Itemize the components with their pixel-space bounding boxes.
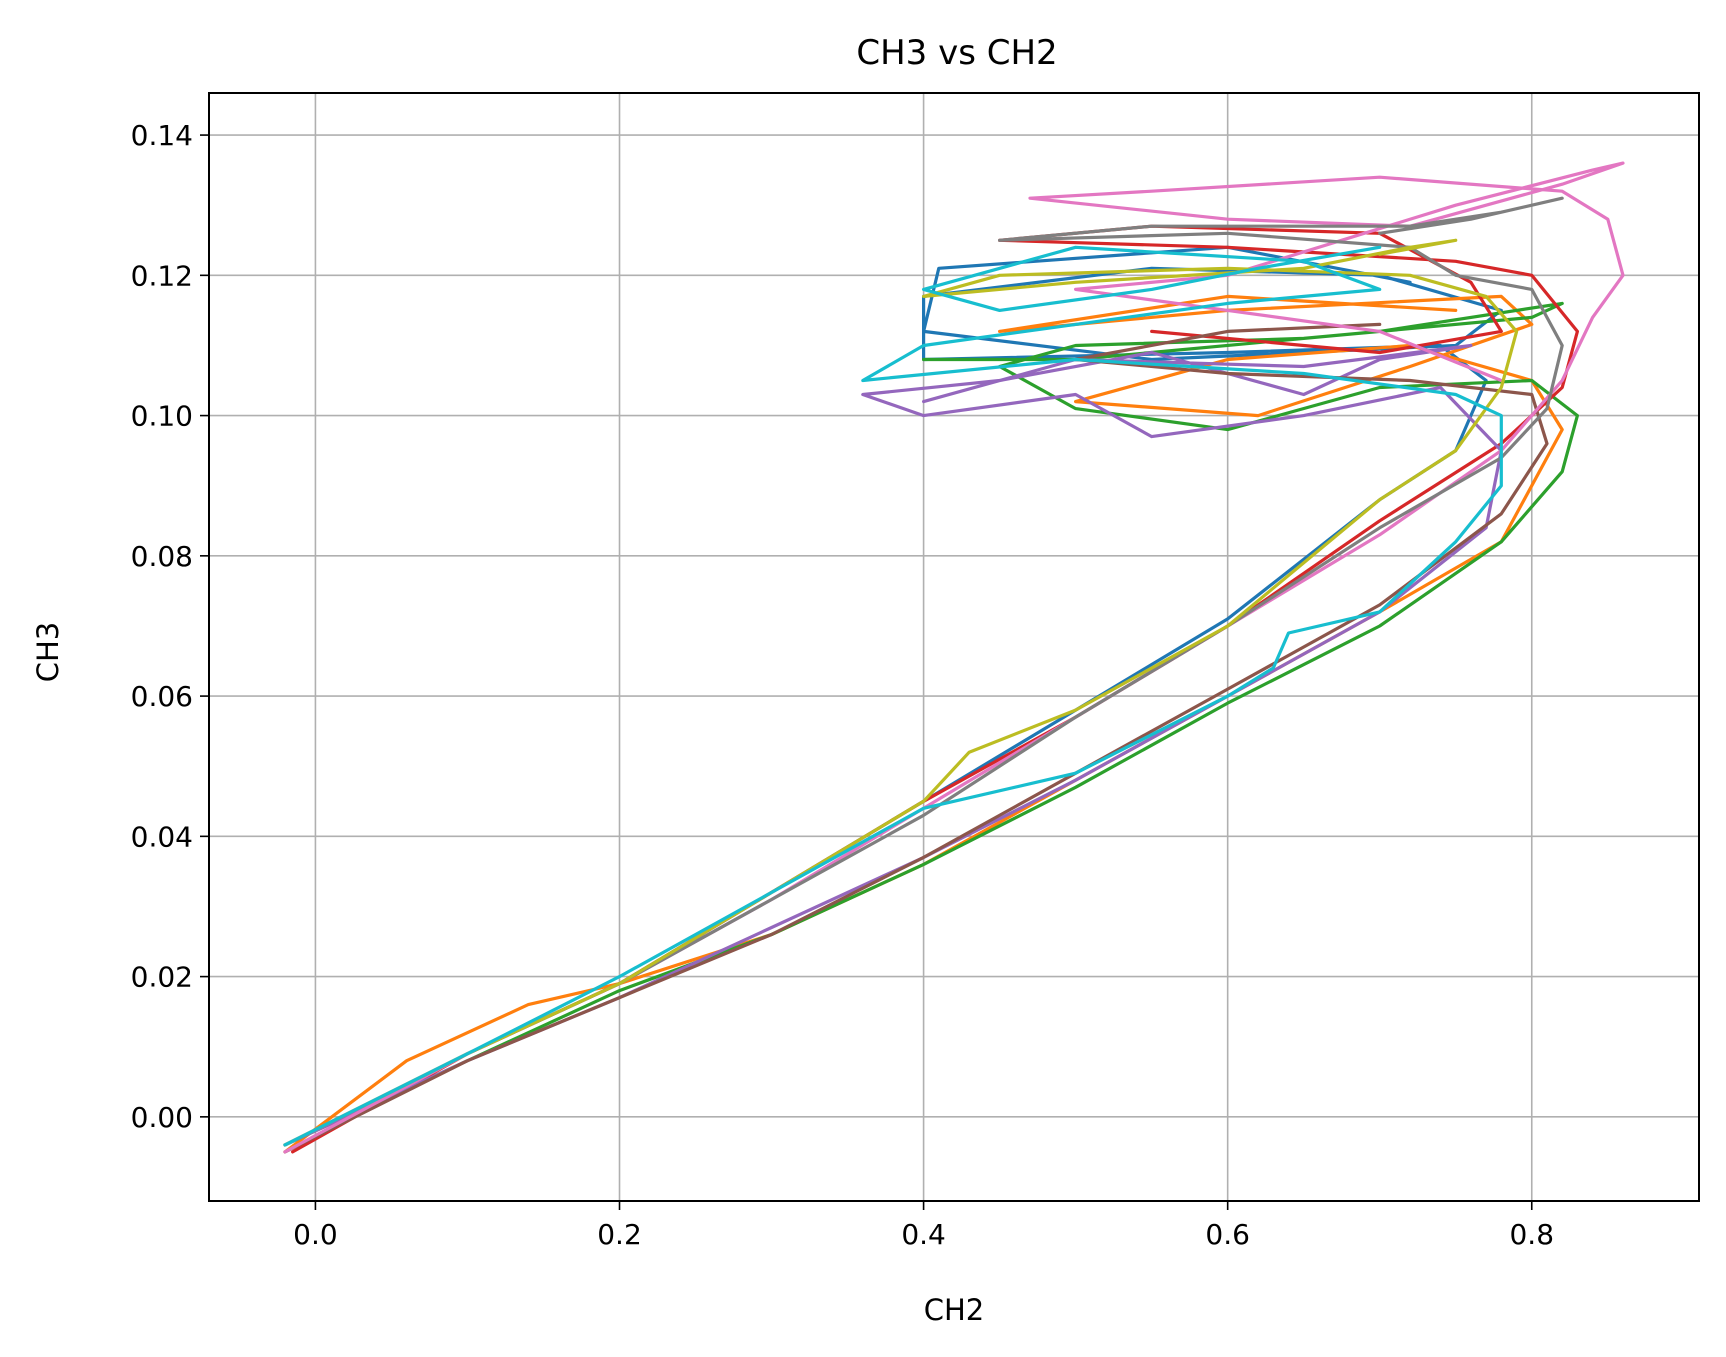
plot-frame (208, 92, 1700, 1202)
y-tick-label: 0.06 (131, 680, 193, 713)
x-axis-label: CH2 (924, 1293, 985, 1327)
series-line-3 (283, 301, 1579, 1147)
y-axis-label: CH3 (31, 622, 65, 683)
y-tick-label: 0.14 (131, 119, 193, 152)
y-tick-label: 0.10 (131, 400, 193, 433)
x-tick-label: 0.8 (1509, 1218, 1554, 1251)
chart-title: CH3 vs CH2 (856, 33, 1057, 73)
series-line-9 (283, 238, 1519, 1147)
x-tick-label: 0.2 (597, 1218, 642, 1251)
x-tick-label: 0.6 (1205, 1218, 1250, 1251)
series-line-7 (283, 161, 1625, 1154)
series-line-10 (283, 245, 1503, 1147)
x-tick-label: 0.4 (901, 1218, 946, 1251)
y-tick-label: 0.12 (131, 259, 193, 292)
data-series (283, 161, 1625, 1154)
y-tick-label: 0.04 (131, 820, 193, 853)
y-axis-ticks: 0.00 0.02 0.04 0.06 0.08 0.10 0.12 0.14 (131, 119, 209, 1134)
x-axis-ticks: 0.0 0.2 0.4 0.6 0.8 (293, 1201, 1554, 1251)
y-tick-label: 0.08 (131, 540, 193, 573)
series-line-6 (283, 322, 1549, 1154)
y-tick-label: 0.02 (131, 961, 193, 994)
x-tick-label: 0.0 (293, 1218, 338, 1251)
y-tick-label: 0.00 (131, 1101, 193, 1134)
series-line-8 (283, 196, 1564, 1147)
